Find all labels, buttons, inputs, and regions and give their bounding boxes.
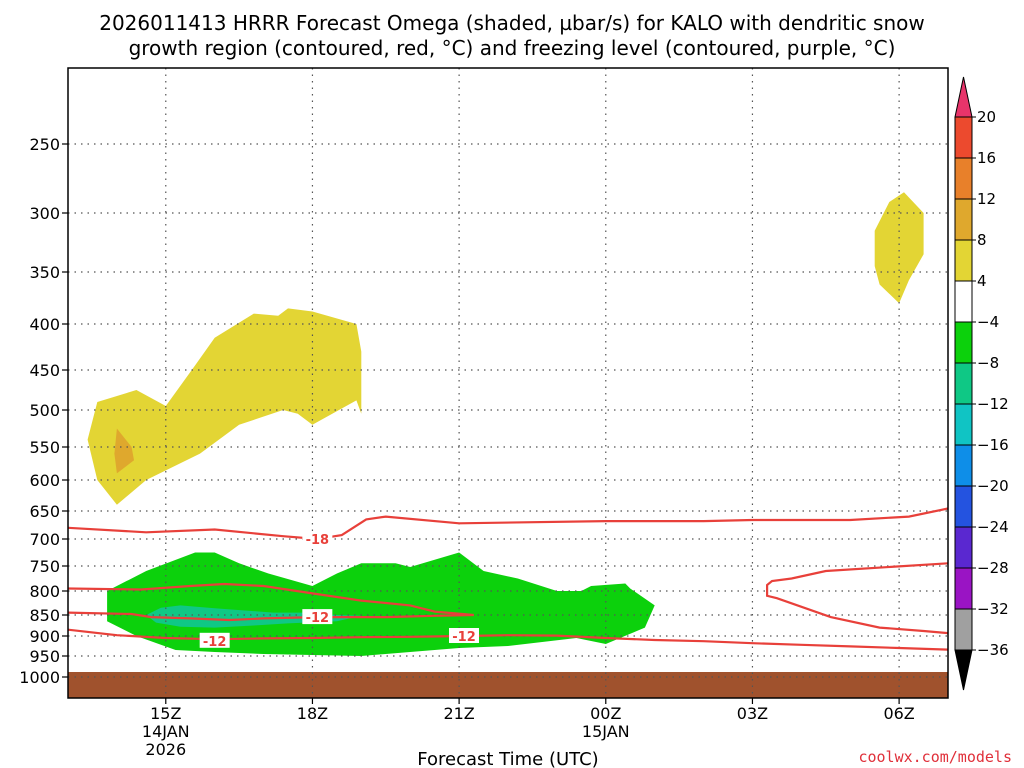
y-tick-label: 700: [29, 530, 60, 549]
y-tick-label: 750: [29, 557, 60, 576]
y-tick-label: 600: [29, 471, 60, 490]
omega-region-4-0: [87, 308, 362, 505]
y-tick-label: 850: [29, 606, 60, 625]
colorbar-swatch: [954, 526, 973, 569]
contour-label-bg: [199, 632, 230, 648]
colorbar-label: −36: [977, 641, 1009, 659]
y-tick-label: 350: [29, 263, 60, 282]
colorbar-label: 16: [977, 149, 996, 167]
dgz-contours: -18 -12 -12 -12: [68, 507, 948, 651]
colorbar-label: −28: [977, 559, 1009, 577]
colorbar-swatch: [954, 608, 973, 651]
x-tick-date-label: 15JAN: [582, 722, 630, 741]
x-tick-label: 18Z: [297, 704, 328, 723]
x-tick-date-label: 14JAN: [142, 722, 190, 741]
colorbar-swatch: [954, 116, 973, 159]
dgz-contour-line-1: [68, 582, 474, 622]
contour-label: -12: [306, 611, 330, 626]
chart-title-line-1: 2026011413 HRRR Forecast Omega (shaded, …: [99, 11, 925, 35]
colorbar-label: −20: [977, 477, 1009, 495]
dgz-contour-line-4: [765, 562, 948, 635]
x-tick-label: 03Z: [737, 704, 768, 723]
contour-label-bg: [449, 628, 479, 643]
x-tick-label: 06Z: [883, 704, 914, 723]
colorbar-swatch: [954, 321, 973, 364]
y-tick-label: 500: [29, 401, 60, 420]
chart-title-line-2: growth region (contoured, red, °C) and f…: [129, 36, 896, 60]
colorbar-label: −4: [977, 313, 999, 331]
colorbar-swatch: [954, 567, 973, 610]
omega-shading: [87, 192, 924, 656]
y-tick-label: 400: [29, 315, 60, 334]
contour-label-bg: [302, 531, 333, 546]
terrain-layer: [68, 672, 948, 698]
colorbar-label: −16: [977, 436, 1009, 454]
dgz-contour-line-0: [68, 507, 948, 541]
contour-label: -12: [452, 630, 476, 645]
y-tick-label: 950: [29, 647, 60, 666]
colorbar-swatch: [954, 198, 973, 241]
colorbar-bottom-arrow: [954, 649, 973, 691]
plot-area: -18 -12 -12 -12: [68, 68, 948, 698]
colorbar-label: −32: [977, 600, 1009, 618]
colorbar-swatch: [954, 157, 973, 200]
colorbar-label: −8: [977, 354, 999, 372]
y-tick-label: 250: [29, 135, 60, 154]
x-tick-label: 00Z: [590, 704, 621, 723]
omega-region--4-3: [107, 552, 655, 656]
colorbar-label: 8: [977, 231, 987, 249]
contour-label: -18: [306, 533, 330, 548]
colorbar-top-arrow: [954, 76, 973, 118]
colorbar-label: 20: [977, 108, 996, 126]
colorbar-swatch: [954, 444, 973, 487]
colorbar-label: −24: [977, 518, 1009, 536]
colorbar-label: 4: [977, 272, 987, 290]
x-tick-year-label: 2026: [145, 740, 186, 759]
contour-label-bg: [302, 609, 333, 625]
omega-region-8-2: [114, 428, 134, 474]
grid-lines: [68, 68, 948, 698]
colorbar-swatch: [954, 362, 973, 405]
colorbar-swatch: [954, 485, 973, 528]
colorbar-swatch: [954, 239, 973, 282]
y-tick-label: 1000: [19, 668, 60, 687]
y-tick-label: 450: [29, 361, 60, 380]
contour-label: -12: [203, 635, 227, 650]
y-tick-label: 650: [29, 502, 60, 521]
y-tick-label: 300: [29, 204, 60, 223]
credit-text: coolwx.com/models: [858, 748, 1012, 766]
y-tick-label: 800: [29, 582, 60, 601]
y-tick-label: 550: [29, 438, 60, 457]
colorbar-swatch: [954, 280, 973, 323]
y-tick-label: 900: [29, 627, 60, 646]
colorbar-swatch: [954, 403, 973, 446]
plot-frame: [67, 67, 949, 699]
colorbar-label: 12: [977, 190, 996, 208]
y-axis-ticks: 250 300 350 400 450 500 550 600 650 700 750 800 850 9…: [19, 135, 68, 687]
x-tick-label: 21Z: [443, 704, 474, 723]
colorbar-label: −12: [977, 395, 1009, 413]
colorbar: 20 16 12 8 4 −4 −8 −12 −16 −20 −24 −28 −32 −36: [954, 76, 1009, 691]
x-axis-label: Forecast Time (UTC): [417, 749, 598, 768]
terrain-fill: [68, 672, 948, 698]
omega-region-4-1: [874, 192, 924, 304]
x-tick-label: 15Z: [150, 704, 181, 723]
